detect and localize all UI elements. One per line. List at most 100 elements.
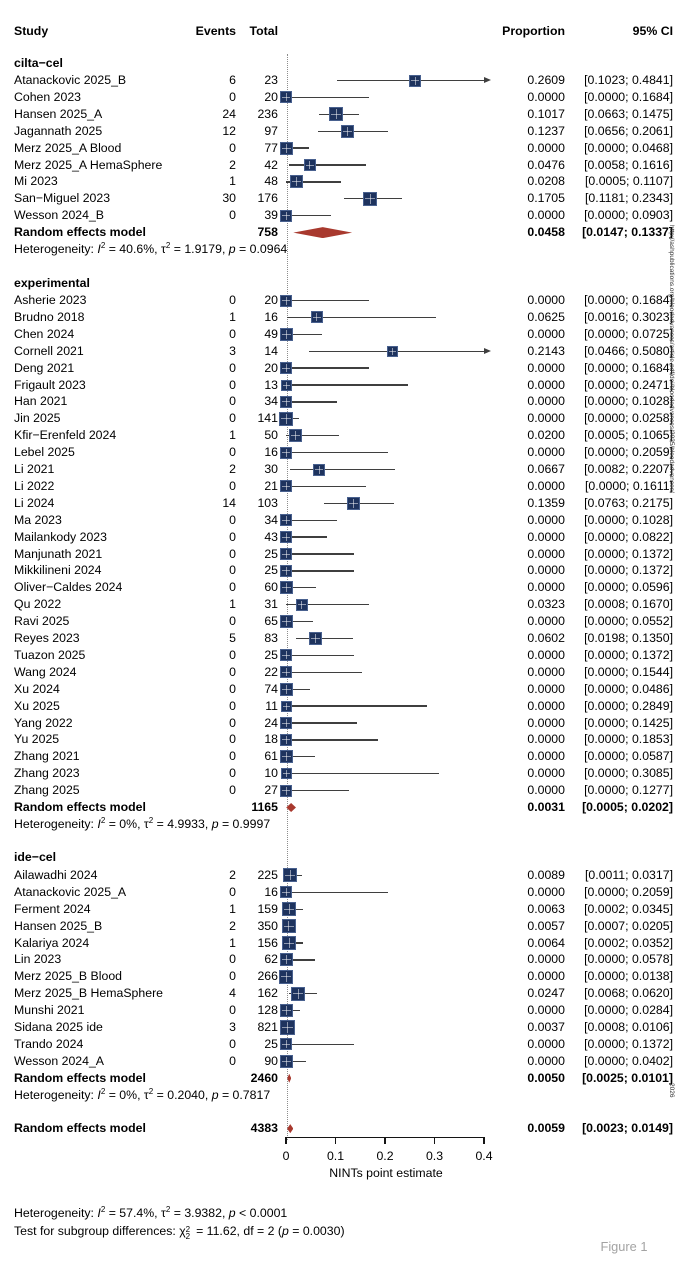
x-axis-tick: [433, 1137, 436, 1144]
x-axis-tick-label: 0.1: [326, 1149, 345, 1163]
total-value: 236: [257, 106, 278, 121]
forest-square: [280, 582, 292, 594]
square-cross-h: [282, 671, 290, 673]
square-cross-h: [282, 1043, 290, 1045]
study-label: Kfir−Erenfeld 2024: [14, 428, 117, 443]
total-value: 43: [264, 529, 278, 544]
square-cross-h: [281, 976, 291, 978]
summary-label: Random effects model: [14, 1121, 146, 1136]
ci-line: [286, 1060, 306, 1062]
events-value: 1: [229, 901, 236, 916]
x-axis-tick-label: 0: [282, 1149, 290, 1163]
ci-value: [0.0008; 0.0106]: [584, 1020, 673, 1034]
square-cross-h: [282, 384, 290, 386]
forest-square: [280, 970, 292, 983]
proportion-value: 0.0000: [527, 681, 565, 696]
total-value: 27: [264, 783, 278, 798]
proportion-value: 0.0000: [527, 614, 565, 629]
ci-value: [0.0000; 0.1028]: [584, 394, 673, 409]
column-header-total: Total: [249, 24, 278, 38]
square-cross-h: [282, 553, 290, 555]
events-value: 0: [229, 293, 236, 307]
ci-value: [0.0000; 0.1684]: [584, 360, 673, 375]
events-value: 0: [229, 326, 236, 341]
total-value: 159: [257, 901, 278, 916]
study-label: Li 2021: [14, 462, 55, 476]
study-label: Manjunath 2021: [14, 546, 103, 561]
study-label: Oliver−Caldes 2024: [14, 580, 123, 595]
total-value: 25: [264, 563, 278, 578]
square-cross-h: [281, 587, 291, 589]
forest-square: [284, 869, 297, 882]
total-value: 60: [264, 580, 278, 595]
total-value: 21: [264, 478, 278, 493]
ci-value: [0.0000; 0.2059]: [584, 445, 673, 460]
square-cross-h: [283, 925, 294, 927]
total-value: 83: [264, 631, 278, 645]
events-value: 0: [229, 360, 236, 375]
forest-square: [310, 633, 322, 644]
summary-label: Random effects model: [14, 225, 146, 240]
study-label: Ferment 2024: [14, 901, 91, 916]
ci-value: [0.0016; 0.3023]: [584, 309, 673, 324]
forest-square: [280, 1005, 292, 1017]
ci-line: [286, 215, 331, 217]
proportion-value: 0.0000: [527, 512, 565, 527]
ci-value: [0.0656; 0.2061]: [584, 123, 673, 138]
events-value: 0: [229, 647, 236, 662]
events-value: 0: [229, 445, 236, 460]
events-value: 1: [229, 597, 236, 612]
proportion-value: 0.0000: [527, 394, 565, 409]
proportion-value: 0.0000: [527, 478, 565, 493]
proportion-value: 0.0000: [527, 377, 565, 392]
ci-value: [0.0082; 0.2207]: [584, 462, 673, 476]
events-value: 5: [229, 631, 236, 645]
total-value: 25: [264, 1036, 278, 1051]
proportion-value: 0.0000: [527, 783, 565, 798]
watermark-url-text: http://ashpublications.org/bloodadvances…: [668, 225, 675, 493]
study-label: Wesson 2024_A: [14, 1053, 105, 1068]
proportion-value: 0.0247: [527, 986, 565, 1001]
x-axis-tick: [285, 1137, 287, 1144]
summary-diamond: [287, 1124, 294, 1134]
proportion-value: 0.0063: [527, 901, 565, 916]
total-value: 25: [264, 546, 278, 561]
total-value: 22: [264, 664, 278, 679]
events-value: 0: [229, 208, 236, 223]
ci-line: [286, 739, 378, 741]
proportion-value: 0.0000: [527, 529, 565, 544]
events-value: 1: [229, 935, 236, 950]
study-label: Sidana 2025 ide: [14, 1020, 103, 1034]
ci-value: [0.0000; 0.1028]: [584, 512, 673, 527]
ci-value: [0.0000; 0.0486]: [584, 681, 673, 696]
summary-ci-value: [0.0023; 0.0149]: [582, 1121, 673, 1136]
events-value: 2: [229, 867, 236, 882]
study-label: Ravi 2025: [14, 614, 70, 629]
ci-line: [286, 181, 341, 183]
ci-line: [286, 671, 363, 673]
summary-total-value: 1165: [251, 800, 278, 814]
square-cross-h: [281, 756, 291, 758]
figure-caption: Figure 1: [600, 1239, 648, 1254]
events-value: 0: [229, 529, 236, 544]
proportion-value: 0.1237: [527, 123, 565, 138]
ci-value: [0.0000; 0.2059]: [584, 884, 673, 899]
events-value: 0: [229, 1036, 236, 1051]
total-value: 20: [264, 293, 278, 307]
study-label: Jin 2025: [14, 411, 61, 426]
total-value: 225: [257, 867, 278, 882]
column-header-study: Study: [14, 24, 49, 38]
proportion-value: 0.0000: [527, 952, 565, 967]
ci-line: [286, 789, 350, 792]
forest-square: [311, 312, 322, 323]
summary-ci-value: [0.0147; 0.1337]: [582, 225, 673, 240]
events-value: 0: [229, 563, 236, 578]
square-cross-h: [282, 300, 290, 301]
summary-total-value: 2460: [250, 1070, 278, 1085]
study-label: Mikkilineni 2024: [14, 563, 102, 578]
x-axis-tick-label: 0.3: [425, 1149, 444, 1163]
study-label: Yu 2025: [14, 732, 60, 747]
events-value: 0: [229, 411, 236, 426]
total-value: 162: [257, 986, 278, 1001]
ci-value: [0.0000; 0.0552]: [584, 614, 673, 629]
